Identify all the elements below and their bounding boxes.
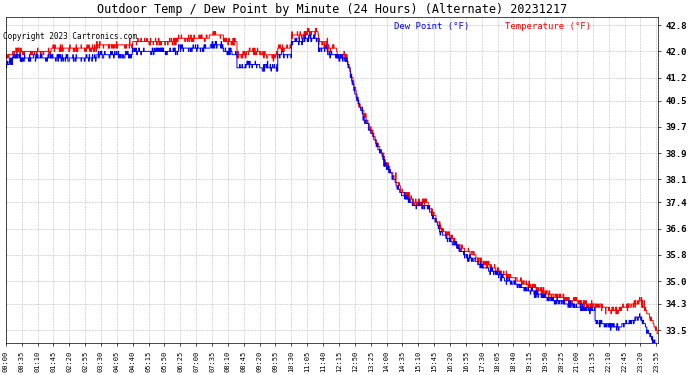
Title: Outdoor Temp / Dew Point by Minute (24 Hours) (Alternate) 20231217: Outdoor Temp / Dew Point by Minute (24 H… bbox=[97, 3, 567, 16]
Text: Temperature (°F): Temperature (°F) bbox=[505, 22, 591, 31]
Text: Dew Point (°F): Dew Point (°F) bbox=[394, 22, 469, 31]
Text: Copyright 2023 Cartronics.com: Copyright 2023 Cartronics.com bbox=[3, 32, 137, 41]
